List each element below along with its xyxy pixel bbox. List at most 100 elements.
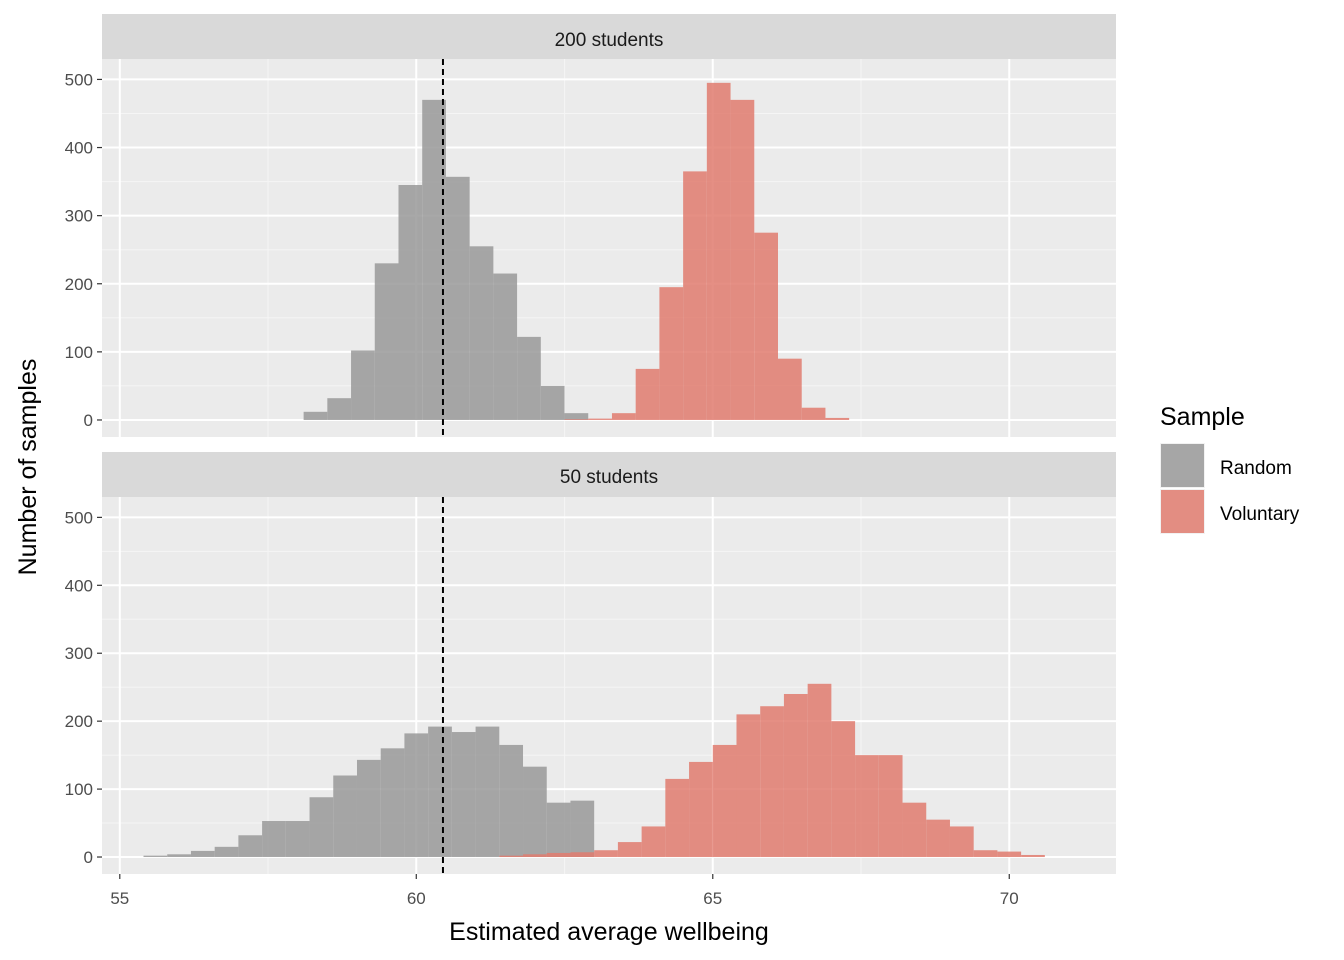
histogram-bar-voluntary xyxy=(902,802,927,858)
histogram-bar-voluntary xyxy=(736,714,761,858)
histogram-bar-voluntary xyxy=(659,287,684,420)
histogram-bar-random xyxy=(351,350,375,420)
histogram-bar-random xyxy=(428,726,452,858)
y-tick-label: 400 xyxy=(65,139,93,158)
histogram-bar-voluntary xyxy=(801,407,826,420)
histogram-bar-voluntary xyxy=(594,850,618,858)
y-tick-label: 100 xyxy=(65,343,93,362)
histogram-bar-random xyxy=(190,850,215,858)
histogram-bar-voluntary xyxy=(564,419,589,420)
histogram-bar-voluntary xyxy=(783,693,808,858)
x-tick-label: 70 xyxy=(1000,889,1019,908)
panel-background-bottom xyxy=(102,497,1116,874)
histogram-bar-voluntary xyxy=(973,850,998,858)
histogram-bar-random xyxy=(422,99,446,420)
histogram-bar-random xyxy=(380,748,405,858)
histogram-bar-voluntary xyxy=(570,852,595,858)
histogram-bar-voluntary xyxy=(807,683,832,858)
histogram-bar-random xyxy=(493,273,518,420)
histogram-bar-voluntary xyxy=(825,417,850,420)
histogram-bar-random xyxy=(356,759,381,858)
bars-top xyxy=(303,82,850,420)
legend-label-random: Random xyxy=(1220,458,1292,479)
y-tick-label: 500 xyxy=(65,70,93,89)
histogram-bar-voluntary xyxy=(588,418,612,420)
strip-background-bottom xyxy=(102,452,1116,497)
histogram-bar-random xyxy=(327,398,352,420)
histogram-bar-random xyxy=(238,835,263,858)
histogram-bar-voluntary xyxy=(1021,854,1045,858)
y-axis-top: 0 100 200 300 400 500 xyxy=(65,70,102,430)
histogram-bar-random xyxy=(570,800,595,858)
x-tick-label: 65 xyxy=(703,889,722,908)
histogram-bar-random xyxy=(499,744,524,858)
legend-swatch-random xyxy=(1161,444,1204,487)
histogram-bar-voluntary xyxy=(499,855,524,858)
histogram-bar-voluntary xyxy=(855,755,879,858)
histogram-bar-random xyxy=(540,385,565,420)
bars-bottom xyxy=(143,683,1045,858)
histogram-bar-random xyxy=(404,733,429,858)
y-tick-label: 300 xyxy=(65,644,93,663)
y-tick-label: 100 xyxy=(65,780,93,799)
histogram-bar-random xyxy=(517,336,541,420)
histogram-bar-voluntary xyxy=(831,721,856,858)
histogram-bar-voluntary xyxy=(949,826,974,858)
histogram-bar-random xyxy=(546,802,571,858)
histogram-bar-random xyxy=(451,732,476,858)
histogram-bar-voluntary xyxy=(665,778,690,858)
y-tick-label: 400 xyxy=(65,576,93,595)
legend: Sample Random Voluntary xyxy=(1160,403,1300,534)
y-tick-label: 200 xyxy=(65,712,93,731)
histogram-bar-random xyxy=(374,263,399,420)
histogram-bar-random xyxy=(143,855,168,858)
histogram-bar-random xyxy=(469,246,494,420)
histogram-bar-voluntary xyxy=(617,842,642,858)
histogram-bar-random xyxy=(285,821,310,858)
x-tick-label: 60 xyxy=(407,889,426,908)
histogram-bar-voluntary xyxy=(635,368,660,420)
strip-background-top xyxy=(102,14,1116,59)
histogram-bar-random xyxy=(303,411,328,420)
x-axis-title: Estimated average wellbeing xyxy=(449,918,769,946)
histogram-bar-voluntary xyxy=(997,851,1022,858)
y-tick-label: 500 xyxy=(65,508,93,527)
panel-background-top xyxy=(102,59,1116,437)
histogram-bar-voluntary xyxy=(689,761,713,858)
histogram-bar-random xyxy=(333,775,357,858)
y-axis-bottom: 0 100 200 300 400 500 xyxy=(65,508,102,867)
histogram-bar-random xyxy=(167,854,191,858)
y-axis-title: Number of samples xyxy=(14,359,42,576)
strip-label-bottom: 50 students xyxy=(560,467,658,488)
legend-label-voluntary: Voluntary xyxy=(1220,504,1300,525)
histogram-bar-random xyxy=(398,185,423,420)
histogram-bar-random xyxy=(564,413,589,420)
histogram-bar-random xyxy=(309,797,334,858)
histogram-bar-voluntary xyxy=(730,99,755,420)
histogram-bar-random xyxy=(475,726,500,858)
histogram-bar-voluntary xyxy=(611,413,636,420)
y-tick-label: 300 xyxy=(65,207,93,226)
legend-title: Sample xyxy=(1160,403,1245,431)
y-tick-label: 200 xyxy=(65,275,93,294)
histogram-bar-voluntary xyxy=(754,232,778,420)
histogram-bar-voluntary xyxy=(926,819,950,858)
x-axis: 55 60 65 70 xyxy=(110,874,1019,908)
histogram-bar-voluntary xyxy=(683,171,707,420)
histogram-bar-voluntary xyxy=(523,854,547,858)
histogram-bar-random xyxy=(214,846,239,858)
strip-label-top: 200 students xyxy=(555,30,664,51)
y-tick-label: 0 xyxy=(84,411,93,430)
histogram-bar-random xyxy=(445,176,470,420)
histogram-bar-voluntary xyxy=(706,82,731,420)
histogram-bar-random xyxy=(523,766,547,858)
histogram-bar-voluntary xyxy=(712,744,737,858)
panel-bottom: 50 students 0 100 200 300 400 500 xyxy=(65,452,1116,874)
x-tick-label: 55 xyxy=(110,889,129,908)
histogram-bar-voluntary xyxy=(546,852,571,858)
histogram-bar-voluntary xyxy=(778,358,802,420)
histogram-bar-voluntary xyxy=(878,755,903,858)
legend-swatch-voluntary xyxy=(1161,490,1204,533)
histogram-bar-voluntary xyxy=(641,826,666,858)
